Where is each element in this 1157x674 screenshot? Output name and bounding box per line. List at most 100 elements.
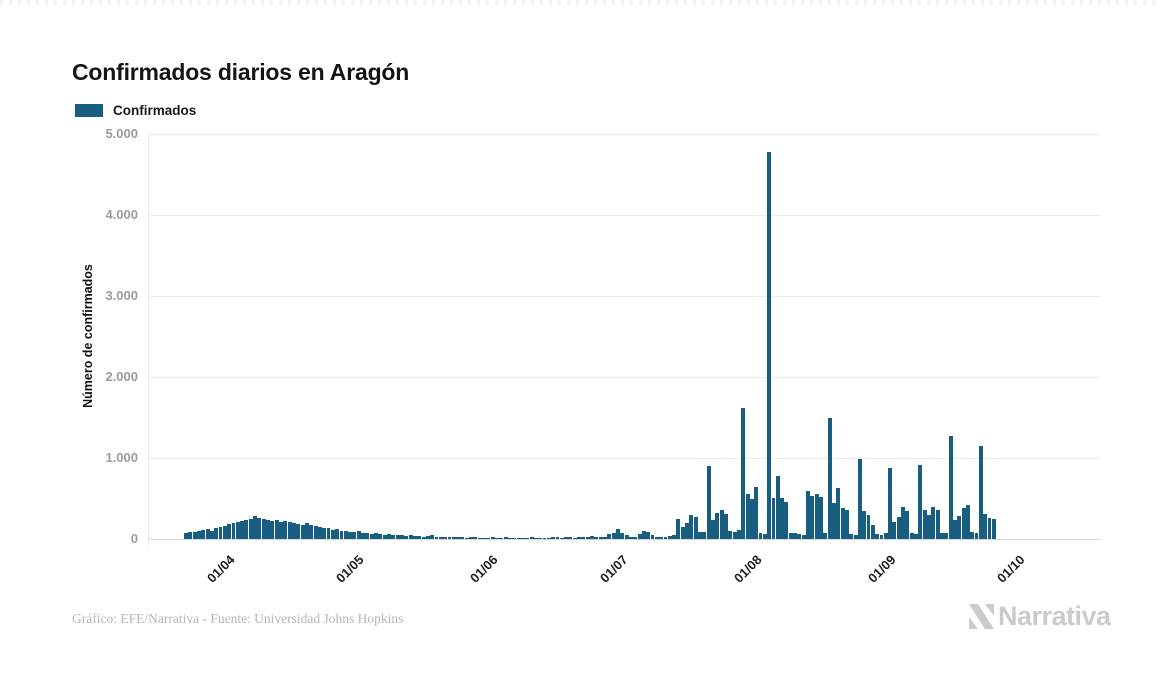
bar[interactable] <box>279 521 283 539</box>
bar[interactable] <box>607 534 612 539</box>
bar[interactable] <box>879 534 884 539</box>
bar[interactable] <box>590 536 595 539</box>
bar[interactable] <box>944 533 949 539</box>
bar[interactable] <box>767 152 772 539</box>
bar[interactable] <box>192 532 197 539</box>
bar[interactable] <box>382 534 387 539</box>
bar[interactable] <box>443 536 448 539</box>
bar[interactable] <box>460 537 465 539</box>
bar[interactable] <box>240 521 245 539</box>
bar[interactable] <box>209 530 214 539</box>
bar[interactable] <box>235 521 240 539</box>
bar[interactable] <box>940 532 944 539</box>
bar[interactable] <box>667 536 672 539</box>
bar[interactable] <box>702 532 707 539</box>
bar[interactable] <box>244 519 249 539</box>
bar[interactable] <box>356 531 361 539</box>
bar[interactable] <box>339 530 344 539</box>
bar[interactable] <box>594 536 599 539</box>
bar[interactable] <box>931 506 936 539</box>
bar[interactable] <box>248 518 253 539</box>
bar[interactable] <box>616 529 620 539</box>
bar[interactable] <box>287 521 292 539</box>
bar[interactable] <box>810 496 815 539</box>
bar[interactable] <box>447 537 452 539</box>
bar[interactable] <box>326 528 331 539</box>
bar[interactable] <box>689 514 694 539</box>
bar[interactable] <box>728 531 733 539</box>
bar[interactable] <box>749 499 754 539</box>
bar[interactable] <box>387 533 391 539</box>
bar[interactable] <box>218 526 223 539</box>
bar[interactable] <box>317 526 322 539</box>
bar[interactable] <box>736 530 741 539</box>
bar[interactable] <box>400 534 404 539</box>
bar[interactable] <box>853 534 858 539</box>
bar[interactable] <box>417 535 422 539</box>
bar[interactable] <box>896 516 901 539</box>
bar[interactable] <box>840 508 845 539</box>
bar[interactable] <box>330 529 335 539</box>
bar[interactable] <box>296 524 301 539</box>
bar[interactable] <box>654 536 659 539</box>
bar[interactable] <box>732 532 737 539</box>
bar[interactable] <box>412 536 417 539</box>
bar[interactable] <box>698 531 703 539</box>
bar[interactable] <box>650 535 655 539</box>
bar[interactable] <box>793 533 798 539</box>
bar[interactable] <box>546 537 551 539</box>
bar[interactable] <box>508 538 512 539</box>
bar[interactable] <box>572 537 577 539</box>
bar[interactable] <box>495 538 499 539</box>
bar[interactable] <box>628 536 633 539</box>
bar[interactable] <box>196 530 201 539</box>
bar[interactable] <box>780 498 785 539</box>
bar[interactable] <box>585 537 590 539</box>
bar[interactable] <box>801 534 806 539</box>
bar[interactable] <box>438 536 443 539</box>
bar[interactable] <box>214 528 219 539</box>
bar[interactable] <box>499 537 504 539</box>
bar[interactable] <box>762 534 767 539</box>
bar[interactable] <box>464 537 469 539</box>
bar[interactable] <box>188 531 193 539</box>
bar[interactable] <box>205 529 210 539</box>
bar[interactable] <box>952 519 957 539</box>
bar[interactable] <box>633 536 638 539</box>
bar[interactable] <box>520 538 525 539</box>
bar[interactable] <box>965 504 970 539</box>
bar[interactable] <box>222 525 227 539</box>
bar[interactable] <box>283 520 288 539</box>
bar[interactable] <box>257 517 262 539</box>
bar[interactable] <box>771 498 776 539</box>
bar[interactable] <box>611 532 616 539</box>
bar[interactable] <box>901 507 906 539</box>
bar[interactable] <box>641 530 646 539</box>
bar[interactable] <box>685 523 690 539</box>
bar[interactable] <box>300 525 305 539</box>
bar[interactable] <box>404 535 409 539</box>
bar[interactable] <box>477 537 482 539</box>
bar[interactable] <box>365 533 370 539</box>
bar[interactable] <box>473 537 478 539</box>
bar[interactable] <box>620 532 625 539</box>
bar[interactable] <box>430 535 435 539</box>
bar[interactable] <box>512 538 517 539</box>
bar[interactable] <box>715 513 720 539</box>
bar[interactable] <box>361 532 366 539</box>
bar[interactable] <box>849 533 854 539</box>
bar[interactable] <box>741 407 746 539</box>
bar[interactable] <box>957 516 962 539</box>
bar[interactable] <box>663 537 668 539</box>
bar[interactable] <box>227 524 232 539</box>
bar[interactable] <box>542 538 547 539</box>
bar[interactable] <box>978 446 983 539</box>
bar[interactable] <box>369 533 374 539</box>
bar[interactable] <box>529 537 534 539</box>
bar[interactable] <box>724 513 728 539</box>
bar[interactable] <box>659 536 664 539</box>
bar[interactable] <box>814 493 819 539</box>
bar[interactable] <box>914 533 919 539</box>
bar[interactable] <box>819 496 823 539</box>
bar[interactable] <box>261 519 266 539</box>
